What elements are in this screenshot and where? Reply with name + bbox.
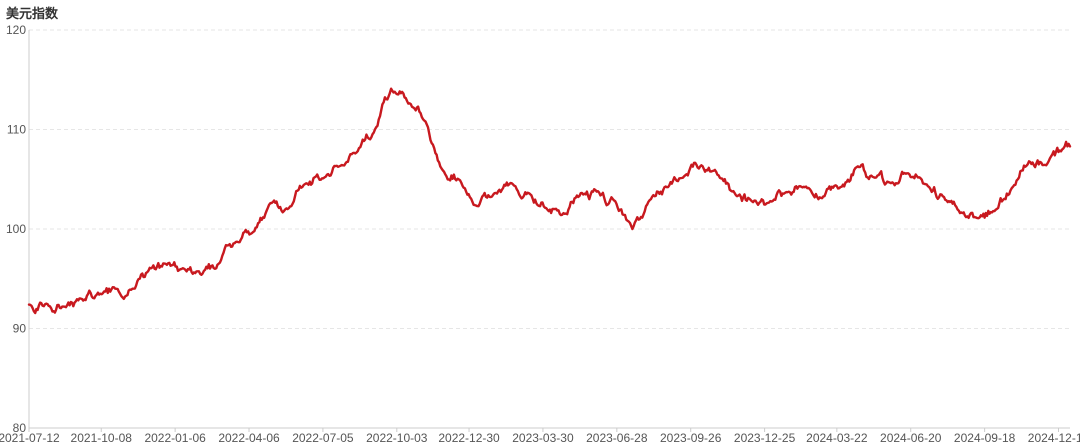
x-tick-label: 2022-01-06 [144,431,206,445]
chart-title: 美元指数 [6,7,59,22]
x-tick-label: 2021-07-12 [0,431,60,445]
x-tick-label: 2024-12-17 [1028,431,1080,445]
x-tick-label: 2024-03-22 [806,431,868,445]
series-line [27,87,1072,315]
x-tick-label: 2022-07-05 [292,431,354,445]
y-axis-ticks: 80 90 100 110 120 [6,23,26,435]
x-tick-label: 2023-06-28 [586,431,648,445]
y-tick-label: 100 [6,222,26,236]
y-tick-label: 120 [6,23,26,37]
x-tick-label: 2022-12-30 [438,431,500,445]
axes [28,30,1070,429]
x-tick-label: 2024-09-18 [954,431,1016,445]
x-tick-label: 2023-12-25 [734,431,796,445]
x-axis-ticks: 2021-07-12 2021-10-08 2022-01-06 2022-04-06… [0,428,1080,445]
x-tick-label: 2023-09-26 [660,431,722,445]
x-tick-label: 2024-06-20 [880,431,942,445]
y-tick-label: 80 [13,421,27,435]
x-tick-label: 2022-04-06 [218,431,280,445]
x-tick-label: 2022-10-03 [366,431,428,445]
x-tick-label: 2021-10-08 [71,431,133,445]
series-layer [27,87,1072,315]
x-tick-label: 2023-03-30 [512,431,574,445]
y-tick-label: 110 [7,123,26,137]
gridlines [29,29,1070,329]
y-tick-label: 90 [13,322,27,336]
